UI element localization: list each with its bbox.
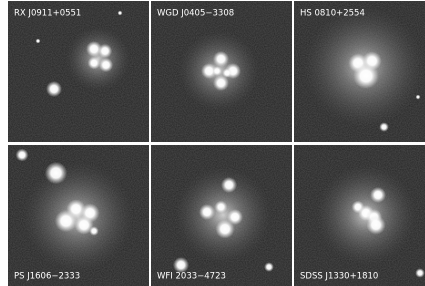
lensed-image (416, 95, 421, 100)
lensed-image (45, 162, 67, 184)
lensed-image (213, 51, 229, 67)
lens-panel: HS 0810+2554 (294, 1, 425, 142)
lens-mosaic: RX J0911+0551 WGD J0405−3308 HS 0810+2554 P… (0, 0, 425, 286)
lensed-image (366, 215, 385, 234)
lens-panel: RX J0911+0551 (8, 1, 149, 142)
lensed-image (215, 201, 228, 214)
lensed-image (264, 262, 274, 272)
lensed-image (99, 58, 113, 72)
lensed-image (353, 63, 379, 89)
lensed-image (370, 187, 386, 203)
lensed-image (36, 39, 41, 44)
lensed-image (222, 68, 232, 78)
panel-label: RX J0911+0551 (14, 9, 81, 19)
lensed-image (415, 268, 425, 278)
lensed-image (55, 210, 77, 232)
panel-label: WGD J0405−3308 (157, 9, 234, 19)
panel-label: SDSS J1330+1810 (300, 272, 378, 282)
lensed-image (16, 149, 29, 162)
lens-panel: WFI 2033−4723 (151, 145, 292, 286)
panel-label: WFI 2033−4723 (157, 272, 226, 282)
lensed-image (199, 204, 215, 220)
lensed-image (46, 81, 62, 97)
lensed-image (215, 219, 234, 238)
lensed-image (88, 57, 101, 70)
lensed-image (89, 226, 99, 236)
panel-label: PS J1606−2333 (14, 272, 80, 282)
lens-panel: PS J1606−2333 (8, 145, 149, 286)
lensed-image (212, 66, 222, 76)
lensed-image (118, 11, 123, 16)
panel-label: HS 0810+2554 (300, 9, 365, 19)
lens-panel: SDSS J1330+1810 (294, 145, 425, 286)
lensed-image (98, 44, 112, 58)
lens-panel: WGD J0405−3308 (151, 1, 292, 142)
lensed-image (221, 177, 237, 193)
lensed-image (379, 122, 389, 132)
